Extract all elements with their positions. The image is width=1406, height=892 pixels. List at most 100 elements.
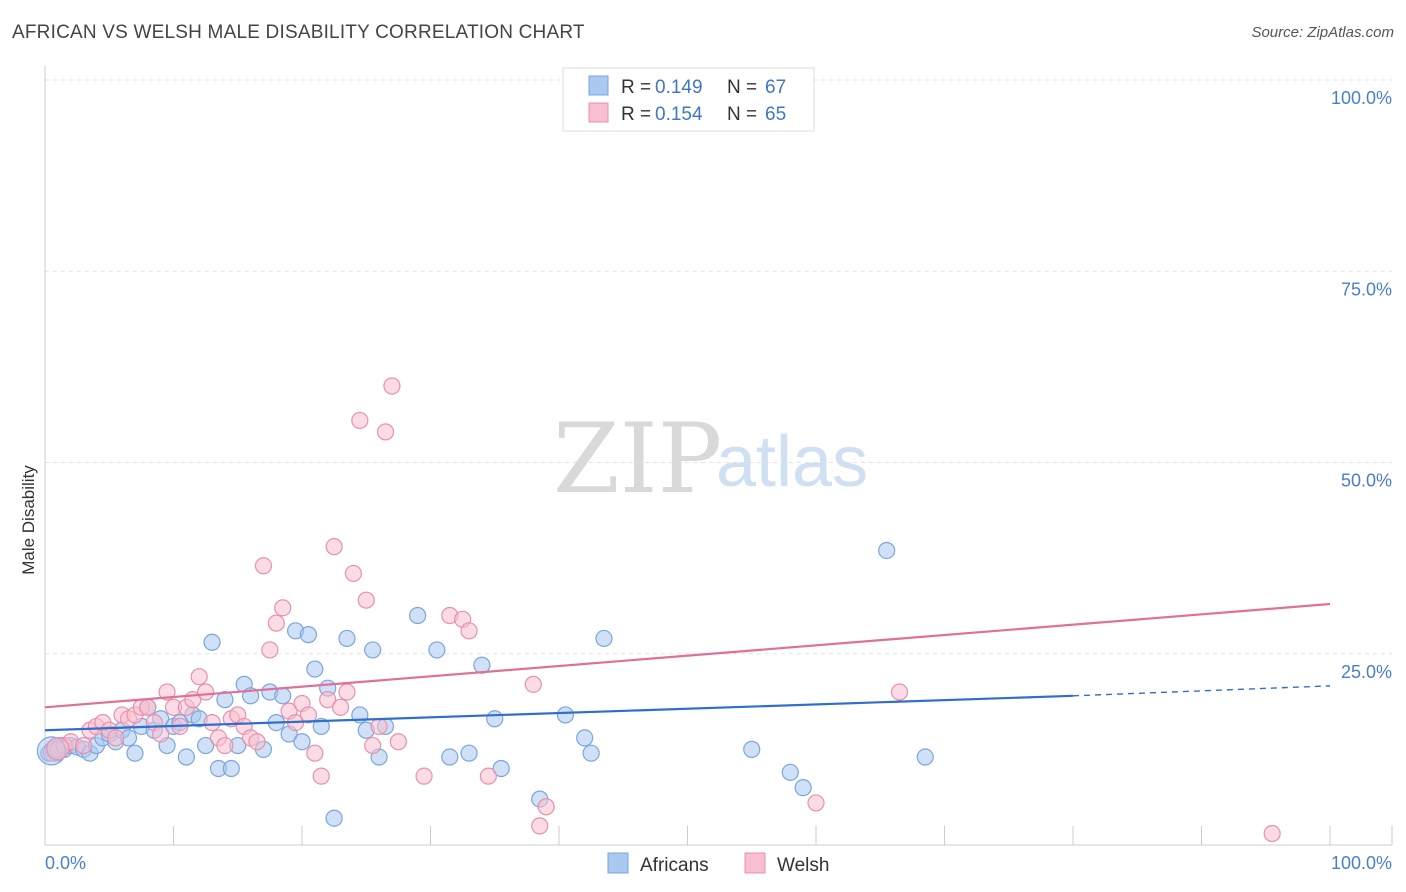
- point-welsh-47: [351, 411, 369, 430]
- point-africans-45: [325, 809, 343, 827]
- point-africans-52: [409, 606, 427, 625]
- y-tick-label-0: 25.0%: [1341, 662, 1392, 682]
- point-africans-46: [338, 629, 356, 648]
- trend-lines: [44, 602, 1331, 732]
- point-welsh-46: [344, 564, 362, 583]
- legend-r-label-welsh: R =: [621, 104, 651, 125]
- point-welsh-54: [415, 767, 433, 785]
- point-welsh-17: [158, 683, 176, 701]
- data-points: [36, 71, 1281, 843]
- point-welsh-52: [383, 377, 401, 395]
- point-welsh-48: [357, 591, 375, 609]
- point-welsh-65: [1263, 824, 1281, 843]
- point-welsh-53: [389, 733, 407, 751]
- point-africans-29: [216, 691, 234, 709]
- bottom-legend-label-africans: Africans: [640, 855, 709, 876]
- point-welsh-31: [248, 733, 266, 751]
- point-welsh-34: [267, 614, 285, 632]
- legend-n-value-africans: 67: [765, 77, 786, 98]
- legend-r-label-africans: R =: [621, 77, 651, 98]
- point-africans-55: [460, 744, 478, 762]
- point-welsh-58: [479, 767, 497, 785]
- point-welsh-33: [261, 641, 279, 659]
- point-africans-58: [492, 759, 510, 778]
- axes: [44, 66, 1393, 846]
- point-africans-66: [794, 779, 812, 797]
- chart-title: AFRICAN VS WELSH MALE DISABILITY CORRELA…: [12, 22, 585, 43]
- point-welsh-42: [319, 691, 337, 709]
- point-africans-43: [312, 717, 330, 736]
- point-welsh-62: [807, 794, 825, 812]
- grid-lines: [45, 79, 1392, 655]
- point-africans-57: [486, 710, 504, 728]
- point-africans-67: [878, 541, 896, 560]
- point-africans-54: [441, 748, 459, 766]
- point-africans-27: [203, 633, 221, 651]
- x-tick-labels: 0.0% 100.0%: [45, 853, 1392, 873]
- point-africans-64: [743, 740, 761, 758]
- point-welsh-14: [139, 698, 157, 716]
- point-africans-37: [274, 687, 292, 705]
- point-welsh-cluster: [46, 737, 70, 761]
- point-africans-15: [126, 744, 144, 762]
- point-welsh-43: [325, 538, 343, 556]
- legend-swatch-welsh: [588, 102, 609, 123]
- legend-n-value-welsh: 65: [765, 104, 786, 125]
- legend-swatch-africans: [588, 75, 609, 96]
- point-welsh-50: [370, 717, 388, 736]
- point-welsh-59: [524, 675, 542, 693]
- point-welsh-24: [203, 713, 221, 732]
- watermark-zip: ZIP: [553, 403, 722, 515]
- bottom-legend-label-welsh: Welsh: [777, 855, 829, 876]
- point-africans-53: [428, 641, 446, 659]
- watermark: ZIP atlas: [553, 403, 868, 515]
- point-africans-30: [222, 759, 240, 778]
- point-africans-49: [364, 641, 382, 659]
- point-africans-23: [177, 748, 195, 766]
- point-africans-68: [916, 748, 934, 766]
- point-welsh-61: [537, 798, 555, 816]
- point-welsh-4: [74, 736, 93, 755]
- point-welsh-22: [190, 668, 208, 686]
- point-welsh-44: [331, 698, 350, 716]
- point-africans-40: [293, 733, 311, 751]
- y-tick-label-1: 50.0%: [1341, 471, 1392, 491]
- y-tick-label-3: 100.0%: [1331, 88, 1392, 108]
- point-welsh-26: [216, 736, 234, 755]
- point-welsh-40: [306, 744, 324, 762]
- point-welsh-45: [338, 683, 356, 701]
- point-welsh-49: [364, 736, 382, 755]
- point-welsh-63: [890, 683, 909, 701]
- y-axis-label: Male Disability: [19, 465, 38, 575]
- point-africans-63: [595, 629, 613, 648]
- bottom-legend-swatch-africans: [607, 852, 629, 874]
- point-africans-41: [299, 626, 318, 644]
- point-africans-65: [781, 763, 799, 781]
- point-welsh-39: [299, 706, 318, 724]
- point-welsh-41: [312, 767, 330, 785]
- point-welsh-32: [254, 557, 273, 575]
- point-welsh-23: [197, 683, 215, 701]
- point-africans-62: [582, 744, 600, 762]
- legend-r-value-africans: 0.149: [655, 77, 703, 98]
- legend-top: R = 0.149 N = 67 R = 0.154 N = 65: [562, 67, 815, 132]
- trend-extension-africans: [1072, 685, 1331, 697]
- trend-line-africans: [44, 694, 1074, 732]
- legend-n-label-africans: N =: [727, 77, 757, 98]
- point-welsh-51: [376, 423, 395, 441]
- x-tick-label-0: 0.0%: [45, 853, 86, 873]
- y-tick-label-2: 75.0%: [1341, 279, 1392, 299]
- point-welsh-57: [460, 622, 478, 640]
- legend-bottom: Africans Welsh: [607, 852, 829, 876]
- watermark-atlas: atlas: [716, 422, 868, 502]
- y-tick-labels: 25.0% 50.0% 75.0% 100.0%: [1331, 88, 1392, 682]
- point-welsh-9: [107, 729, 125, 747]
- point-africans-26: [197, 736, 215, 755]
- point-africans-60: [556, 706, 575, 724]
- trend-line-welsh: [44, 602, 1331, 709]
- legend-r-value-welsh: 0.154: [655, 104, 703, 125]
- point-welsh-60: [531, 817, 549, 835]
- source-label: Source: ZipAtlas.com: [1251, 24, 1394, 41]
- point-africans-42: [306, 660, 324, 678]
